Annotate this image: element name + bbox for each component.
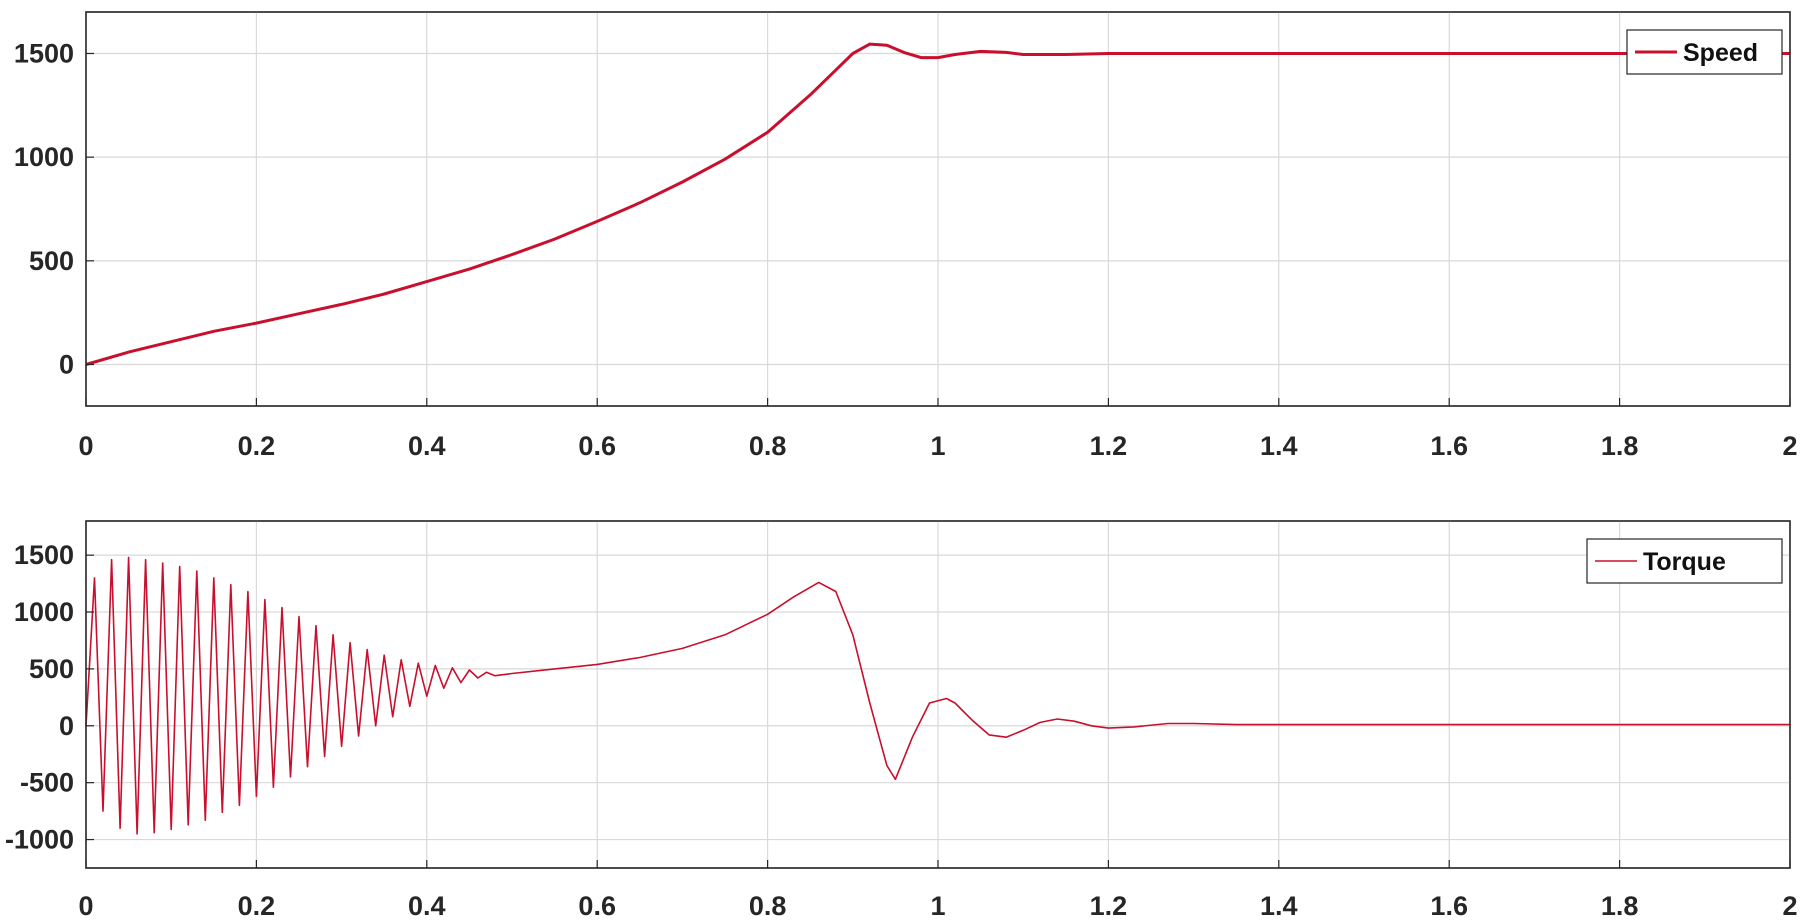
x-tick-label: 0.8 [749,891,787,921]
x-tick-label: 1.8 [1601,891,1639,921]
x-tick-label: 1.2 [1090,431,1128,461]
y-tick-label: 500 [29,654,74,684]
x-tick-label: 2 [1782,431,1797,461]
series-line-torque [85,556,1790,835]
x-tick-label: 0.6 [578,431,616,461]
x-tick-label: 0.8 [749,431,787,461]
series-line-speed [85,42,1790,366]
speed-panel: 0 0.2 0.4 0.6 0.8 1 1.2 1.4 1.6 1.8 2 0 500 1000 1500 S… [14,11,1798,461]
legend: Torque [1586,538,1783,584]
x-tick-label: 1 [930,891,945,921]
x-tick-label: 1.2 [1090,891,1128,921]
x-tick-label: 0.2 [238,891,276,921]
y-tick-label: 1500 [14,540,74,570]
x-tick-label: 1.6 [1430,431,1468,461]
x-tick-label: 0.4 [408,431,446,461]
x-tick-label: 1 [930,431,945,461]
legend-label: Torque [1643,548,1726,576]
y-tick-label: 0 [59,711,74,741]
y-tick-label: -1000 [5,825,74,855]
x-tick-label: 1.8 [1601,431,1639,461]
x-tick-label: 2 [1782,891,1797,921]
y-tick-label: 1500 [14,38,74,68]
y-tick-label: 0 [59,350,74,380]
legend: Speed [1626,29,1783,75]
x-tick-label: 0 [78,431,93,461]
x-tick-label: 0.2 [238,431,276,461]
y-tick-label: 1000 [14,142,74,172]
y-tick-label: 1000 [14,597,74,627]
torque-panel: 0 0.2 0.4 0.6 0.8 1 1.2 1.4 1.6 1.8 2 -1000 -500 0 500… [5,520,1798,921]
x-tick-label: 1.4 [1260,431,1298,461]
x-tick-label: 0.6 [578,891,616,921]
x-tick-label: 1.6 [1430,891,1468,921]
x-tick-label: 1.4 [1260,891,1298,921]
x-tick-label: 0 [78,891,93,921]
y-tick-label: -500 [20,768,74,798]
legend-label: Speed [1683,39,1758,67]
y-tick-label: 500 [29,246,74,276]
x-tick-label: 0.4 [408,891,446,921]
